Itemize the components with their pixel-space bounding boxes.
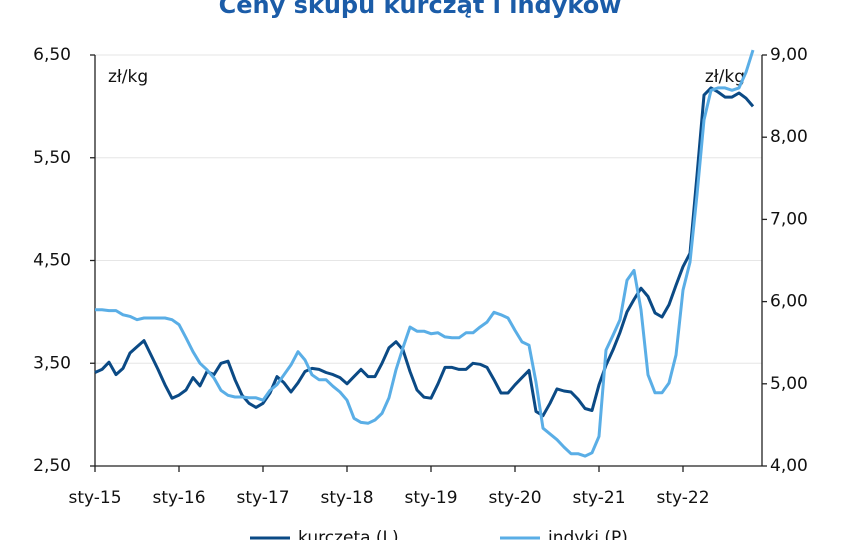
y2-tick-label: 9,00 bbox=[770, 45, 808, 65]
legend-label: kurczęta (L) bbox=[298, 528, 399, 540]
x-tick-label: sty-17 bbox=[236, 488, 289, 508]
series-line bbox=[95, 49, 755, 458]
y-tick-label: 5,50 bbox=[33, 148, 71, 168]
x-tick-label: sty-21 bbox=[572, 488, 625, 508]
y2-tick-label: 5,00 bbox=[770, 374, 808, 394]
x-tick-label: sty-20 bbox=[488, 488, 541, 508]
right-unit: zł/kg bbox=[705, 67, 745, 87]
x-tick-label: sty-22 bbox=[656, 488, 709, 508]
legend-label: indyki (P) bbox=[548, 528, 628, 540]
y2-tick-label: 6,00 bbox=[770, 292, 808, 312]
x-tick-label: sty-15 bbox=[68, 488, 121, 508]
legend-item: kurczęta (L) bbox=[250, 528, 399, 540]
legend-item: indyki (P) bbox=[500, 528, 628, 540]
x-tick-label: sty-19 bbox=[404, 488, 457, 508]
y-tick-label: 4,50 bbox=[33, 251, 71, 271]
y2-tick-label: 4,00 bbox=[770, 456, 808, 476]
y-tick-label: 6,50 bbox=[33, 45, 71, 65]
series-line bbox=[94, 86, 755, 418]
x-tick-label: sty-18 bbox=[320, 488, 373, 508]
y2-tick-label: 8,00 bbox=[770, 127, 808, 147]
y-tick-label: 3,50 bbox=[33, 353, 71, 373]
x-tick-label: sty-16 bbox=[152, 488, 205, 508]
chart-title: Ceny skupu kurcząt i indyków bbox=[219, 0, 622, 19]
left-unit: zł/kg bbox=[108, 67, 148, 87]
y2-tick-label: 7,00 bbox=[770, 209, 808, 229]
y-tick-label: 2,50 bbox=[33, 456, 71, 476]
